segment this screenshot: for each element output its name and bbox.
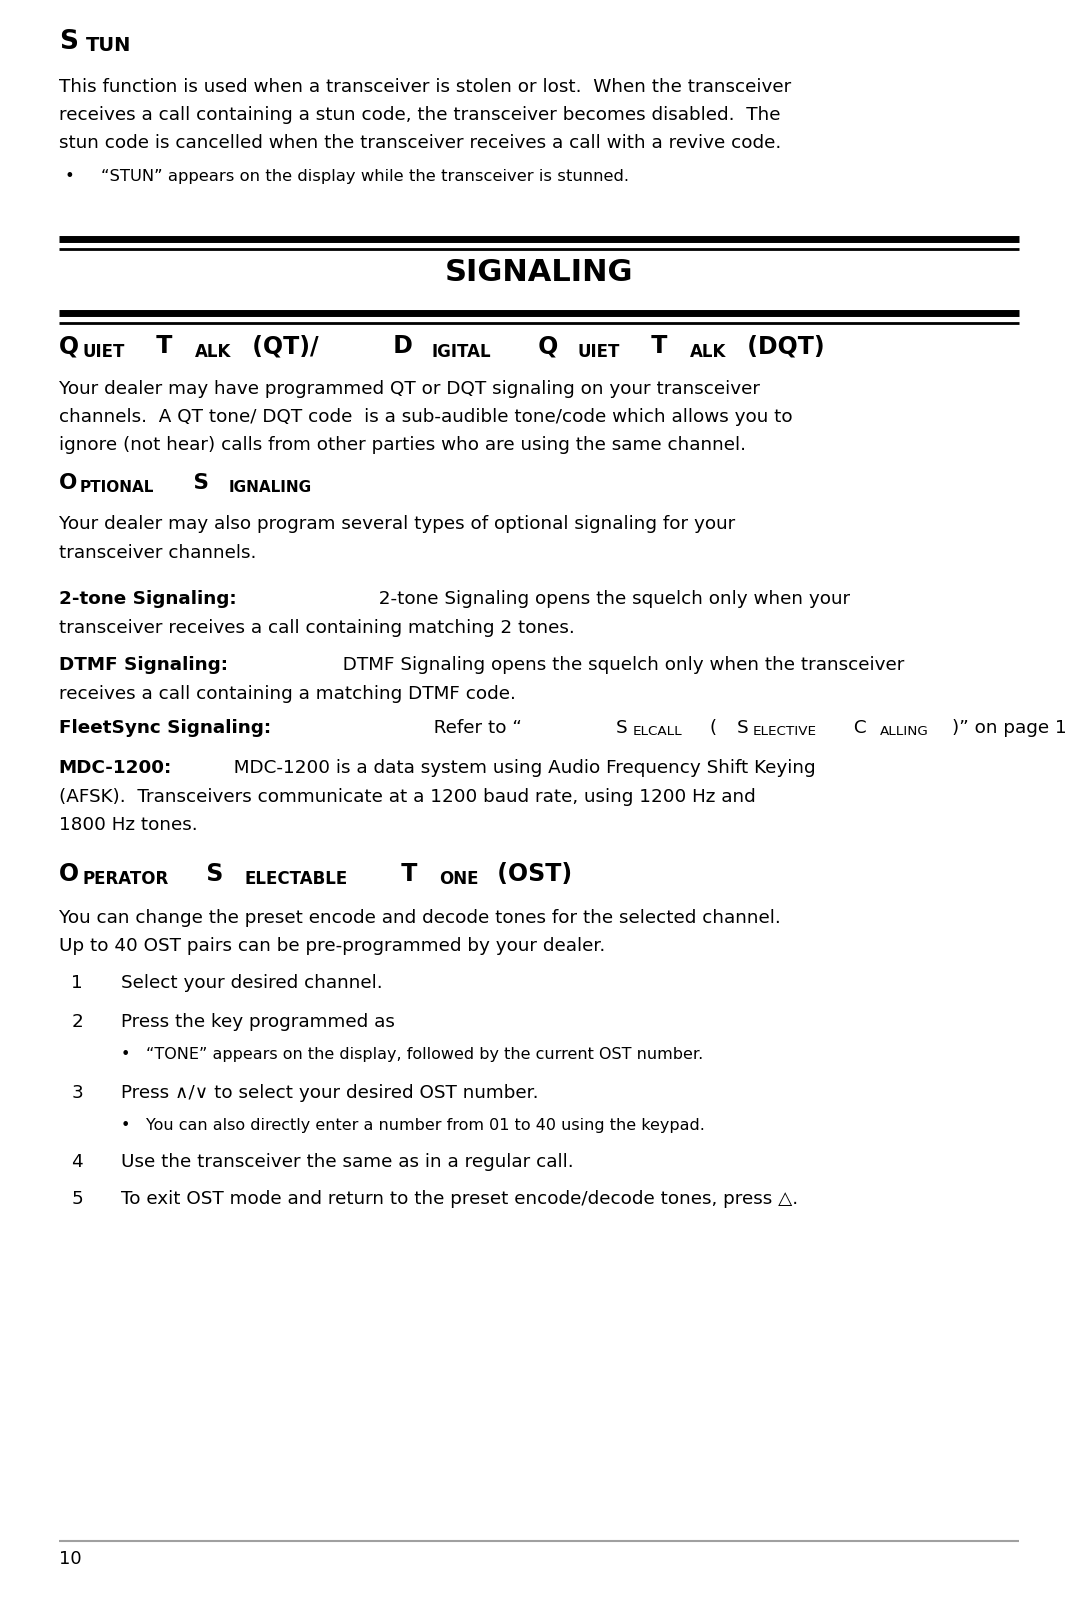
Text: (OST): (OST): [489, 862, 572, 886]
Text: stun code is cancelled when the transceiver receives a call with a revive code.: stun code is cancelled when the transcei…: [59, 134, 781, 152]
Text: IGITAL: IGITAL: [431, 342, 491, 360]
Text: MDC-1200 is a data system using Audio Frequency Shift Keying: MDC-1200 is a data system using Audio Fr…: [222, 759, 815, 776]
Text: IGNALING: IGNALING: [228, 481, 312, 495]
Text: Press the key programmed as: Press the key programmed as: [121, 1012, 400, 1030]
Text: PTIONAL: PTIONAL: [80, 481, 155, 495]
Text: channels.  A QT tone/ DQT code  is a sub-audible tone/code which allows you to: channels. A QT tone/ DQT code is a sub-a…: [59, 408, 793, 426]
Text: receives a call containing a stun code, the transceiver becomes disabled.  The: receives a call containing a stun code, …: [59, 107, 780, 124]
Text: Refer to “: Refer to “: [421, 718, 522, 736]
Text: MDC-1200:: MDC-1200:: [59, 759, 172, 776]
Text: transceiver channels.: transceiver channels.: [59, 544, 256, 562]
Text: Select your desired channel.: Select your desired channel.: [121, 973, 382, 991]
Text: PERATOR: PERATOR: [82, 870, 169, 888]
Text: 10: 10: [59, 1549, 81, 1567]
Text: S: S: [617, 718, 627, 736]
Text: DTMF Signaling opens the squelch only when the transceiver: DTMF Signaling opens the squelch only wh…: [331, 655, 905, 673]
Text: Use the transceiver the same as in a regular call.: Use the transceiver the same as in a reg…: [121, 1152, 573, 1170]
Text: (: (: [704, 718, 717, 736]
Text: (DQT): (DQT): [739, 334, 825, 358]
Text: This function is used when a transceiver is stolen or lost.  When the transceive: This function is used when a transceiver…: [59, 77, 791, 95]
Text: UIET: UIET: [577, 342, 620, 360]
Text: ELECTABLE: ELECTABLE: [244, 870, 348, 888]
Text: 2-tone Signaling opens the squelch only when your: 2-tone Signaling opens the squelch only …: [367, 589, 850, 607]
Text: 2: 2: [71, 1012, 83, 1030]
Text: C: C: [848, 718, 866, 736]
Text: ELCALL: ELCALL: [633, 725, 682, 738]
Text: Press ∧/∨ to select your desired OST number.: Press ∧/∨ to select your desired OST num…: [121, 1083, 538, 1101]
Text: FleetSync Signaling:: FleetSync Signaling:: [59, 718, 271, 736]
Text: ignore (not hear) calls from other parties who are using the same channel.: ignore (not hear) calls from other parti…: [59, 436, 746, 454]
Text: 4: 4: [71, 1152, 83, 1170]
Text: ALLING: ALLING: [880, 725, 929, 738]
Text: O: O: [59, 862, 79, 886]
Text: 3: 3: [71, 1083, 83, 1101]
Text: You can change the preset encode and decode tones for the selected channel.: You can change the preset encode and dec…: [59, 909, 780, 926]
Text: T: T: [643, 334, 668, 358]
Text: DTMF Signaling:: DTMF Signaling:: [59, 655, 227, 673]
Text: UIET: UIET: [82, 342, 125, 360]
Text: O: O: [59, 473, 77, 492]
Text: “STUN” appears on the display while the transceiver is stunned.: “STUN” appears on the display while the …: [101, 169, 630, 184]
Text: You can also directly enter a number from 01 to 40 using the keypad.: You can also directly enter a number fro…: [146, 1119, 705, 1133]
Text: ALK: ALK: [195, 342, 232, 360]
Text: T: T: [393, 862, 417, 886]
Text: “TONE” appears on the display, followed by the current OST number.: “TONE” appears on the display, followed …: [146, 1047, 703, 1062]
Text: 1: 1: [71, 973, 83, 991]
Text: To exit OST mode and return to the preset encode/decode tones, press △.: To exit OST mode and return to the prese…: [121, 1190, 798, 1207]
Text: S: S: [59, 29, 78, 55]
Text: S: S: [736, 718, 748, 736]
Text: Your dealer may have programmed QT or DQT signaling on your transceiver: Your dealer may have programmed QT or DQ…: [59, 379, 760, 397]
Text: 1800 Hz tones.: 1800 Hz tones.: [59, 817, 197, 834]
Text: ELECTIVE: ELECTIVE: [752, 725, 816, 738]
Text: •: •: [64, 169, 74, 184]
Text: )” on page 10.: )” on page 10.: [952, 718, 1067, 736]
Text: receives a call containing a matching DTMF code.: receives a call containing a matching DT…: [59, 684, 515, 702]
Text: 2-tone Signaling:: 2-tone Signaling:: [59, 589, 236, 607]
Text: •: •: [121, 1047, 130, 1062]
Text: Up to 40 OST pairs can be pre-programmed by your dealer.: Up to 40 OST pairs can be pre-programmed…: [59, 938, 605, 955]
Text: •: •: [121, 1119, 130, 1133]
Text: ALK: ALK: [690, 342, 727, 360]
Text: TUN: TUN: [86, 36, 131, 55]
Text: Q: Q: [59, 334, 79, 358]
Text: 5: 5: [71, 1190, 83, 1207]
Text: SIGNALING: SIGNALING: [445, 258, 633, 287]
Text: (QT)/: (QT)/: [244, 334, 319, 358]
Text: Q: Q: [530, 334, 559, 358]
Text: D: D: [384, 334, 413, 358]
Text: transceiver receives a call containing matching 2 tones.: transceiver receives a call containing m…: [59, 618, 574, 636]
Text: (AFSK).  Transceivers communicate at a 1200 baud rate, using 1200 Hz and: (AFSK). Transceivers communicate at a 12…: [59, 788, 755, 805]
Text: ONE: ONE: [440, 870, 479, 888]
Text: S: S: [197, 862, 223, 886]
Text: T: T: [148, 334, 173, 358]
Text: S: S: [186, 473, 209, 492]
Text: Your dealer may also program several types of optional signaling for your: Your dealer may also program several typ…: [59, 515, 735, 533]
